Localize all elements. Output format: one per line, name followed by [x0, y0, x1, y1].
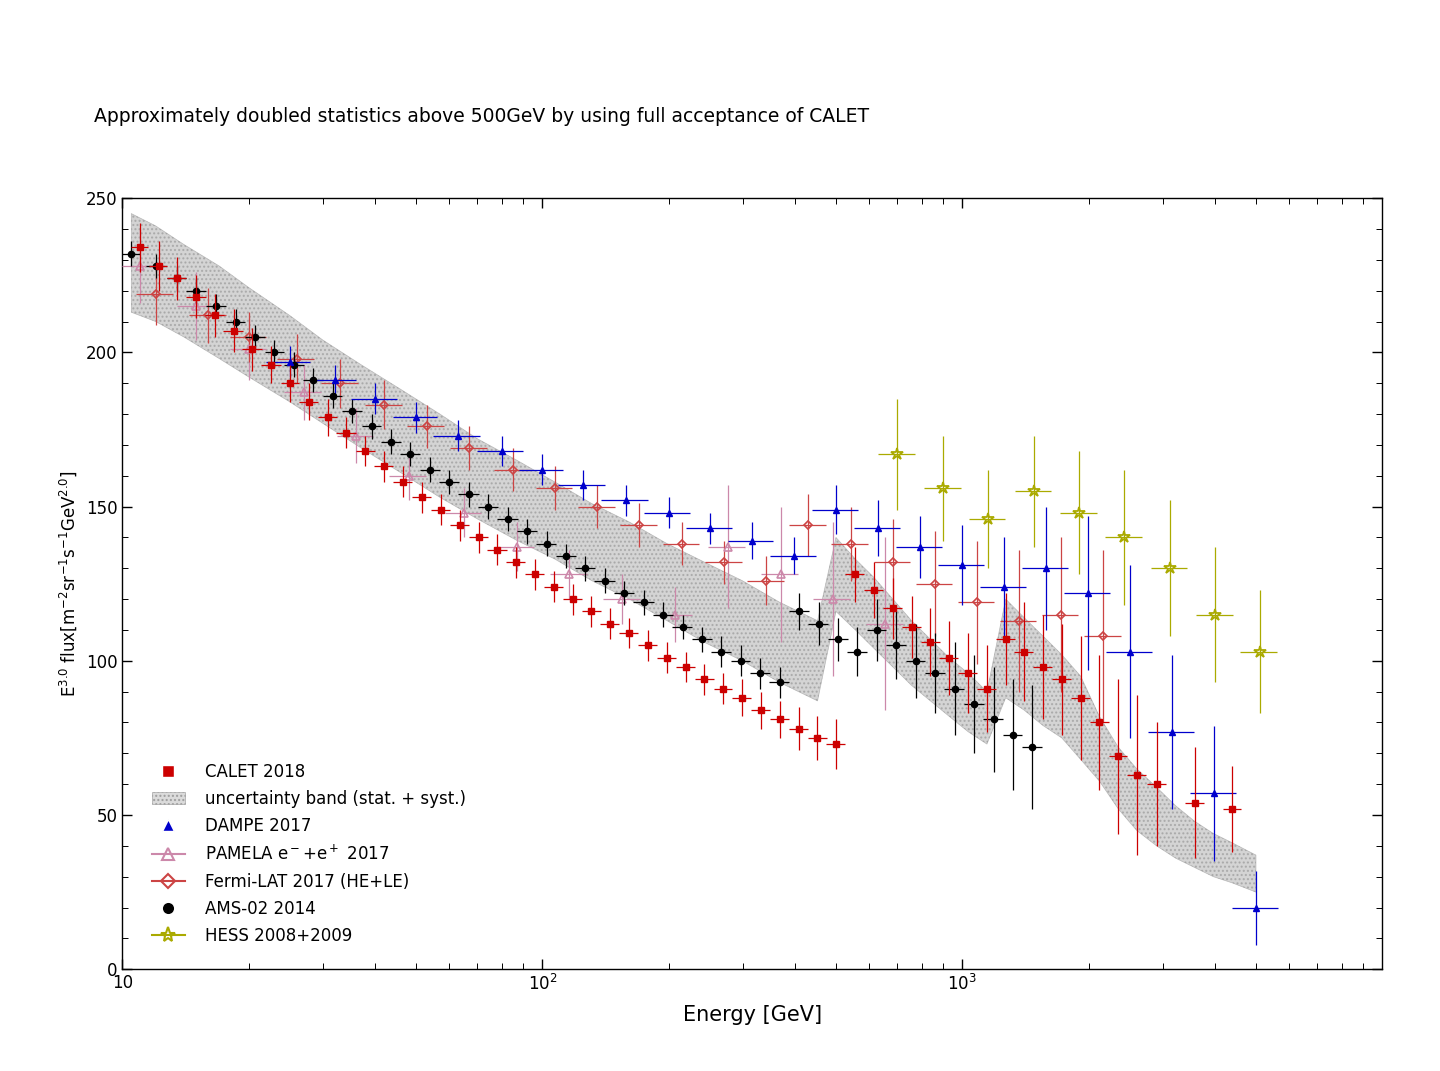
- Legend: CALET 2018, uncertainty band (stat. + syst.), DAMPE 2017, PAMELA e$^-$+e$^+$ 201: CALET 2018, uncertainty band (stat. + sy…: [144, 754, 474, 953]
- X-axis label: Energy [GeV]: Energy [GeV]: [683, 1006, 822, 1025]
- Text: Approximately doubled statistics above 500GeV by using full acceptance of CALET: Approximately doubled statistics above 5…: [94, 107, 868, 126]
- Y-axis label: E$^{3.0}$ flux[m$^{-2}$sr$^{-1}$s$^{-1}$GeV$^{2.0}$]: E$^{3.0}$ flux[m$^{-2}$sr$^{-1}$s$^{-1}$…: [58, 470, 79, 697]
